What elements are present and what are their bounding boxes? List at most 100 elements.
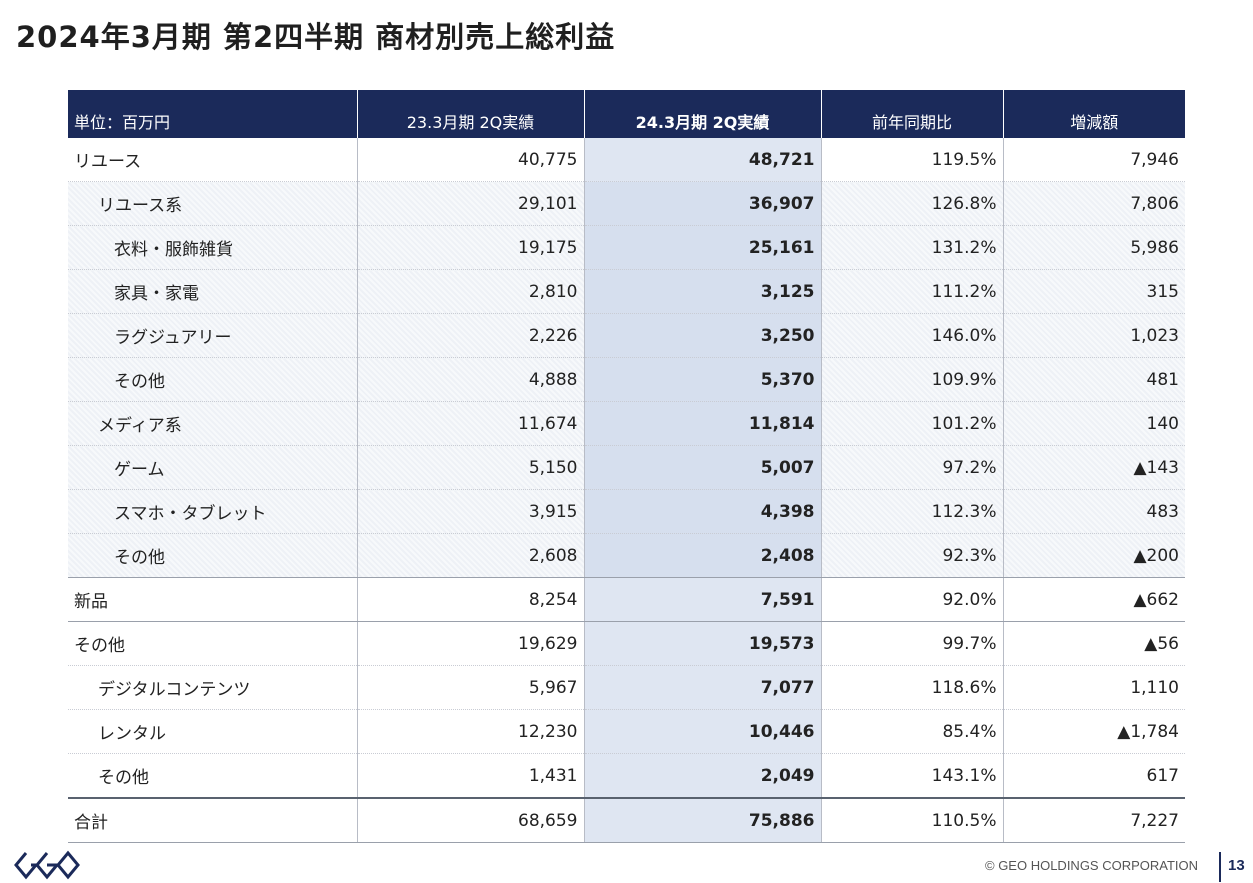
current-value: 7,077 bbox=[584, 665, 822, 710]
footer-divider bbox=[1219, 852, 1221, 882]
table-row: その他 1,431 2,049 143.1% 617 bbox=[68, 753, 1185, 799]
row-label: デジタルコンテンツ bbox=[68, 665, 358, 710]
current-value: 5,370 bbox=[584, 357, 822, 402]
prev-value: 1,431 bbox=[357, 753, 585, 799]
prev-value: 5,967 bbox=[357, 665, 585, 710]
yoy-value: 118.6% bbox=[821, 665, 1004, 710]
row-label: その他 bbox=[68, 753, 358, 799]
geo-logo bbox=[14, 850, 80, 880]
diff-value: ▲1,784 bbox=[1003, 709, 1185, 754]
yoy-value: 92.0% bbox=[821, 577, 1004, 622]
prev-value: 40,775 bbox=[357, 138, 585, 182]
current-value: 19,573 bbox=[584, 621, 822, 666]
table-row: その他 2,608 2,408 92.3% ▲200 bbox=[68, 533, 1185, 578]
diff-value: 1,023 bbox=[1003, 313, 1185, 358]
table-row: レンタル 12,230 10,446 85.4% ▲1,784 bbox=[68, 709, 1185, 754]
diff-value: ▲200 bbox=[1003, 533, 1185, 578]
row-label: 衣料・服飾雑貨 bbox=[68, 225, 358, 270]
current-value: 2,408 bbox=[584, 533, 822, 578]
diff-value: 7,227 bbox=[1003, 797, 1185, 843]
row-label: スマホ・タブレット bbox=[68, 489, 358, 534]
current-value: 4,398 bbox=[584, 489, 822, 534]
header-diff: 増減額 bbox=[1003, 90, 1185, 138]
row-label: リユース bbox=[68, 138, 358, 182]
current-value: 36,907 bbox=[584, 181, 822, 226]
prev-value: 2,608 bbox=[357, 533, 585, 578]
yoy-value: 112.3% bbox=[821, 489, 1004, 534]
prev-value: 2,226 bbox=[357, 313, 585, 358]
header-prev-period: 23.3月期 2Q実績 bbox=[357, 90, 585, 138]
row-label: ラグジュアリー bbox=[68, 313, 358, 358]
table-row: その他 4,888 5,370 109.9% 481 bbox=[68, 357, 1185, 402]
table-row: 衣料・服飾雑貨 19,175 25,161 131.2% 5,986 bbox=[68, 225, 1185, 270]
table-row: 家具・家電 2,810 3,125 111.2% 315 bbox=[68, 269, 1185, 314]
table-row: リユース系 29,101 36,907 126.8% 7,806 bbox=[68, 181, 1185, 226]
current-value: 3,125 bbox=[584, 269, 822, 314]
prev-value: 8,254 bbox=[357, 577, 585, 622]
page-title: 2024年3月期 第2四半期 商材別売上総利益 bbox=[16, 20, 616, 54]
current-value: 11,814 bbox=[584, 401, 822, 446]
prev-value: 19,629 bbox=[357, 621, 585, 666]
current-value: 75,886 bbox=[584, 797, 822, 843]
row-label: その他 bbox=[68, 533, 358, 578]
yoy-value: 99.7% bbox=[821, 621, 1004, 666]
diff-value: 315 bbox=[1003, 269, 1185, 314]
prev-value: 11,674 bbox=[357, 401, 585, 446]
current-value: 5,007 bbox=[584, 445, 822, 490]
table-row: スマホ・タブレット 3,915 4,398 112.3% 483 bbox=[68, 489, 1185, 534]
diff-value: 483 bbox=[1003, 489, 1185, 534]
table-row-total: 合計 68,659 75,886 110.5% 7,227 bbox=[68, 797, 1185, 843]
prev-value: 68,659 bbox=[357, 797, 585, 843]
prev-value: 12,230 bbox=[357, 709, 585, 754]
current-value: 48,721 bbox=[584, 138, 822, 182]
diff-value: ▲662 bbox=[1003, 577, 1185, 622]
table-row: ゲーム 5,150 5,007 97.2% ▲143 bbox=[68, 445, 1185, 490]
header-unit: 単位：百万円 bbox=[68, 90, 358, 138]
yoy-value: 92.3% bbox=[821, 533, 1004, 578]
yoy-value: 109.9% bbox=[821, 357, 1004, 402]
table-row: 新品 8,254 7,591 92.0% ▲662 bbox=[68, 577, 1185, 622]
yoy-value: 101.2% bbox=[821, 401, 1004, 446]
table-row: デジタルコンテンツ 5,967 7,077 118.6% 1,110 bbox=[68, 665, 1185, 710]
table-row: ラグジュアリー 2,226 3,250 146.0% 1,023 bbox=[68, 313, 1185, 358]
yoy-value: 111.2% bbox=[821, 269, 1004, 314]
yoy-value: 146.0% bbox=[821, 313, 1004, 358]
row-label: レンタル bbox=[68, 709, 358, 754]
diff-value: ▲143 bbox=[1003, 445, 1185, 490]
diff-value: ▲56 bbox=[1003, 621, 1185, 666]
prev-value: 3,915 bbox=[357, 489, 585, 534]
diff-value: 5,986 bbox=[1003, 225, 1185, 270]
table-header-row: 単位：百万円 23.3月期 2Q実績 24.3月期 2Q実績 前年同期比 増減額 bbox=[68, 90, 1185, 138]
yoy-value: 85.4% bbox=[821, 709, 1004, 754]
page-number: 13 bbox=[1228, 857, 1245, 874]
row-label: その他 bbox=[68, 357, 358, 402]
row-label: メディア系 bbox=[68, 401, 358, 446]
diff-value: 7,806 bbox=[1003, 181, 1185, 226]
gross-profit-table: 単位：百万円 23.3月期 2Q実績 24.3月期 2Q実績 前年同期比 増減額… bbox=[68, 90, 1185, 843]
yoy-value: 97.2% bbox=[821, 445, 1004, 490]
row-label: 家具・家電 bbox=[68, 269, 358, 314]
current-value: 10,446 bbox=[584, 709, 822, 754]
row-label: 新品 bbox=[68, 577, 358, 622]
diff-value: 1,110 bbox=[1003, 665, 1185, 710]
prev-value: 4,888 bbox=[357, 357, 585, 402]
row-label: ゲーム bbox=[68, 445, 358, 490]
current-value: 2,049 bbox=[584, 753, 822, 799]
prev-value: 5,150 bbox=[357, 445, 585, 490]
header-yoy: 前年同期比 bbox=[821, 90, 1004, 138]
prev-value: 29,101 bbox=[357, 181, 585, 226]
header-current-period: 24.3月期 2Q実績 bbox=[584, 90, 822, 138]
prev-value: 2,810 bbox=[357, 269, 585, 314]
yoy-value: 110.5% bbox=[821, 797, 1004, 843]
diff-value: 617 bbox=[1003, 753, 1185, 799]
diff-value: 7,946 bbox=[1003, 138, 1185, 182]
copyright-text: © GEO HOLDINGS CORPORATION bbox=[985, 858, 1199, 873]
prev-value: 19,175 bbox=[357, 225, 585, 270]
current-value: 3,250 bbox=[584, 313, 822, 358]
table-row: リユース 40,775 48,721 119.5% 7,946 bbox=[68, 138, 1185, 182]
yoy-value: 131.2% bbox=[821, 225, 1004, 270]
yoy-value: 126.8% bbox=[821, 181, 1004, 226]
yoy-value: 143.1% bbox=[821, 753, 1004, 799]
diff-value: 140 bbox=[1003, 401, 1185, 446]
row-label: その他 bbox=[68, 621, 358, 666]
